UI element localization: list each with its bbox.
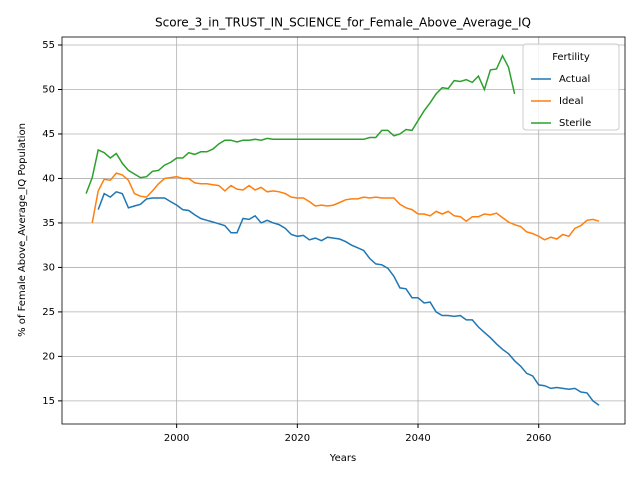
data-line xyxy=(97,190,600,406)
x-tick-label: 2000 xyxy=(164,433,189,444)
legend: Fertility Actual Ideal Sterile xyxy=(522,43,620,131)
x-tick-label: 2040 xyxy=(405,433,430,444)
y-tick-label: 15 xyxy=(42,396,55,407)
y-tick-label: 20 xyxy=(42,351,55,362)
legend-label: Sterile xyxy=(559,118,591,129)
x-tick-label: 2020 xyxy=(285,433,310,444)
y-tick-label: 45 xyxy=(42,129,55,140)
legend-label: Actual xyxy=(559,74,590,85)
y-tick-label: 50 xyxy=(42,84,55,95)
y-tick-label: 25 xyxy=(42,307,55,318)
data-line xyxy=(85,53,516,194)
y-tick-label: 55 xyxy=(42,40,55,51)
data-line xyxy=(91,172,600,241)
chart-title: Score_3_in_TRUST_IN_SCIENCE_for_Female_A… xyxy=(155,16,531,30)
y-axis-label: % of Female Above_Average_IQ Population xyxy=(17,123,28,337)
y-tick-label: 40 xyxy=(42,173,55,184)
legend-title: Fertility xyxy=(552,52,590,63)
legend-label: Ideal xyxy=(559,96,583,107)
y-tick-label: 30 xyxy=(42,262,55,273)
x-tick-label: 2060 xyxy=(526,433,551,444)
plot-frame xyxy=(61,36,626,425)
legend-box xyxy=(522,43,620,131)
y-tick-label: 35 xyxy=(42,218,55,229)
x-axis-label: Years xyxy=(329,453,356,464)
